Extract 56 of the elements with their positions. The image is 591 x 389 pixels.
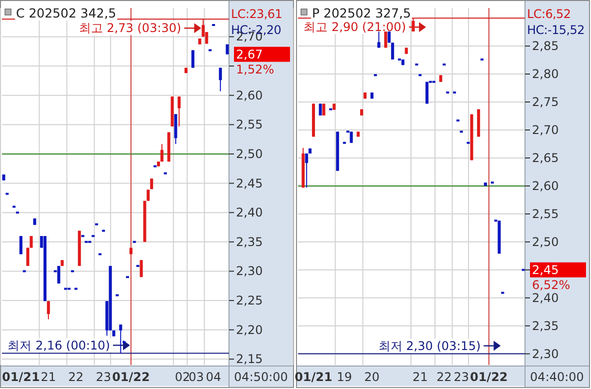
candlestick bbox=[377, 31, 380, 48]
x-tick-label: 22 bbox=[68, 370, 84, 384]
x-tick-label: 21 bbox=[40, 370, 56, 384]
candlestick bbox=[218, 67, 222, 92]
y-tick-label: 2,55 bbox=[236, 118, 263, 132]
y-tick-label: 2,15 bbox=[236, 352, 263, 366]
y-tick-label: 2,85 bbox=[532, 39, 559, 54]
y-tick-label: 2,30 bbox=[236, 264, 263, 278]
x-tick-label: 23 bbox=[454, 370, 470, 384]
ref-line-label: 최고 2,73 (03:30) bbox=[78, 21, 182, 36]
y-tick-label: 2,60 bbox=[236, 88, 263, 102]
y-tick-label: 2,55 bbox=[532, 206, 559, 221]
x-tick-label: 04 bbox=[206, 370, 222, 384]
y-tick-label: 2,65 bbox=[532, 150, 559, 165]
x-tick-label: 01/21 bbox=[2, 370, 40, 384]
chart-title: P 202502 327,5 bbox=[312, 6, 411, 20]
y-tick-label: 2,80 bbox=[532, 67, 559, 82]
y-tick-label: 2,20 bbox=[236, 322, 263, 337]
y-tick-label: 2,75 bbox=[532, 95, 559, 110]
y-tick-label: 2,45 bbox=[236, 176, 263, 190]
y-tick-label: 2,35 bbox=[236, 234, 263, 249]
y-tick-label: 2,35 bbox=[532, 318, 559, 333]
x-tick-label: 21 bbox=[412, 370, 428, 384]
text: 04:50:00 bbox=[234, 370, 288, 384]
x-tick-label: 01/22 bbox=[112, 370, 150, 384]
candlestick bbox=[46, 300, 50, 320]
ref-line-label: 최고 2,90 (21:00) bbox=[304, 20, 406, 34]
text: 2,67 bbox=[236, 47, 263, 62]
text: HC:-15,52 bbox=[527, 23, 584, 37]
candlestick bbox=[305, 152, 308, 188]
chart-title: C 202502 342,5 bbox=[16, 6, 116, 20]
y-tick-label: 2,40 bbox=[236, 206, 263, 220]
text: LC:6,52 bbox=[527, 7, 571, 21]
y-tick-label: 2,25 bbox=[236, 294, 263, 308]
y-tick-label: 2,60 bbox=[532, 178, 559, 193]
y-tick-label: 2,50 bbox=[236, 146, 263, 161]
y-tick-label: 2,30 bbox=[532, 346, 559, 361]
x-tick-label: 01/22 bbox=[470, 370, 508, 384]
x-tick-label: 22 bbox=[436, 370, 452, 384]
candlestick bbox=[178, 96, 181, 127]
x-tick-label: 03 bbox=[188, 370, 204, 384]
candlestick bbox=[160, 144, 164, 162]
text: 04:40:00 bbox=[530, 370, 584, 384]
y-tick-label: 2,70 bbox=[532, 122, 559, 137]
text: 6,52% bbox=[532, 278, 570, 292]
text: LC:23,61 bbox=[231, 7, 282, 21]
x-tick-label: 20 bbox=[364, 370, 380, 384]
text: 1,52% bbox=[236, 62, 274, 76]
ref-line-label: 최저 2,16 (00:10) bbox=[8, 338, 110, 352]
y-tick-label: 2,50 bbox=[532, 234, 559, 249]
ref-line-label: 최저 2,30 (03:15) bbox=[378, 338, 481, 353]
x-tick-label: 19 bbox=[336, 370, 352, 384]
y-tick-label: 2,40 bbox=[532, 290, 559, 305]
x-tick-label: 23 bbox=[96, 370, 112, 384]
x-tick-label: 01/21 bbox=[294, 370, 332, 384]
x-tick-label: 02 bbox=[174, 370, 190, 384]
